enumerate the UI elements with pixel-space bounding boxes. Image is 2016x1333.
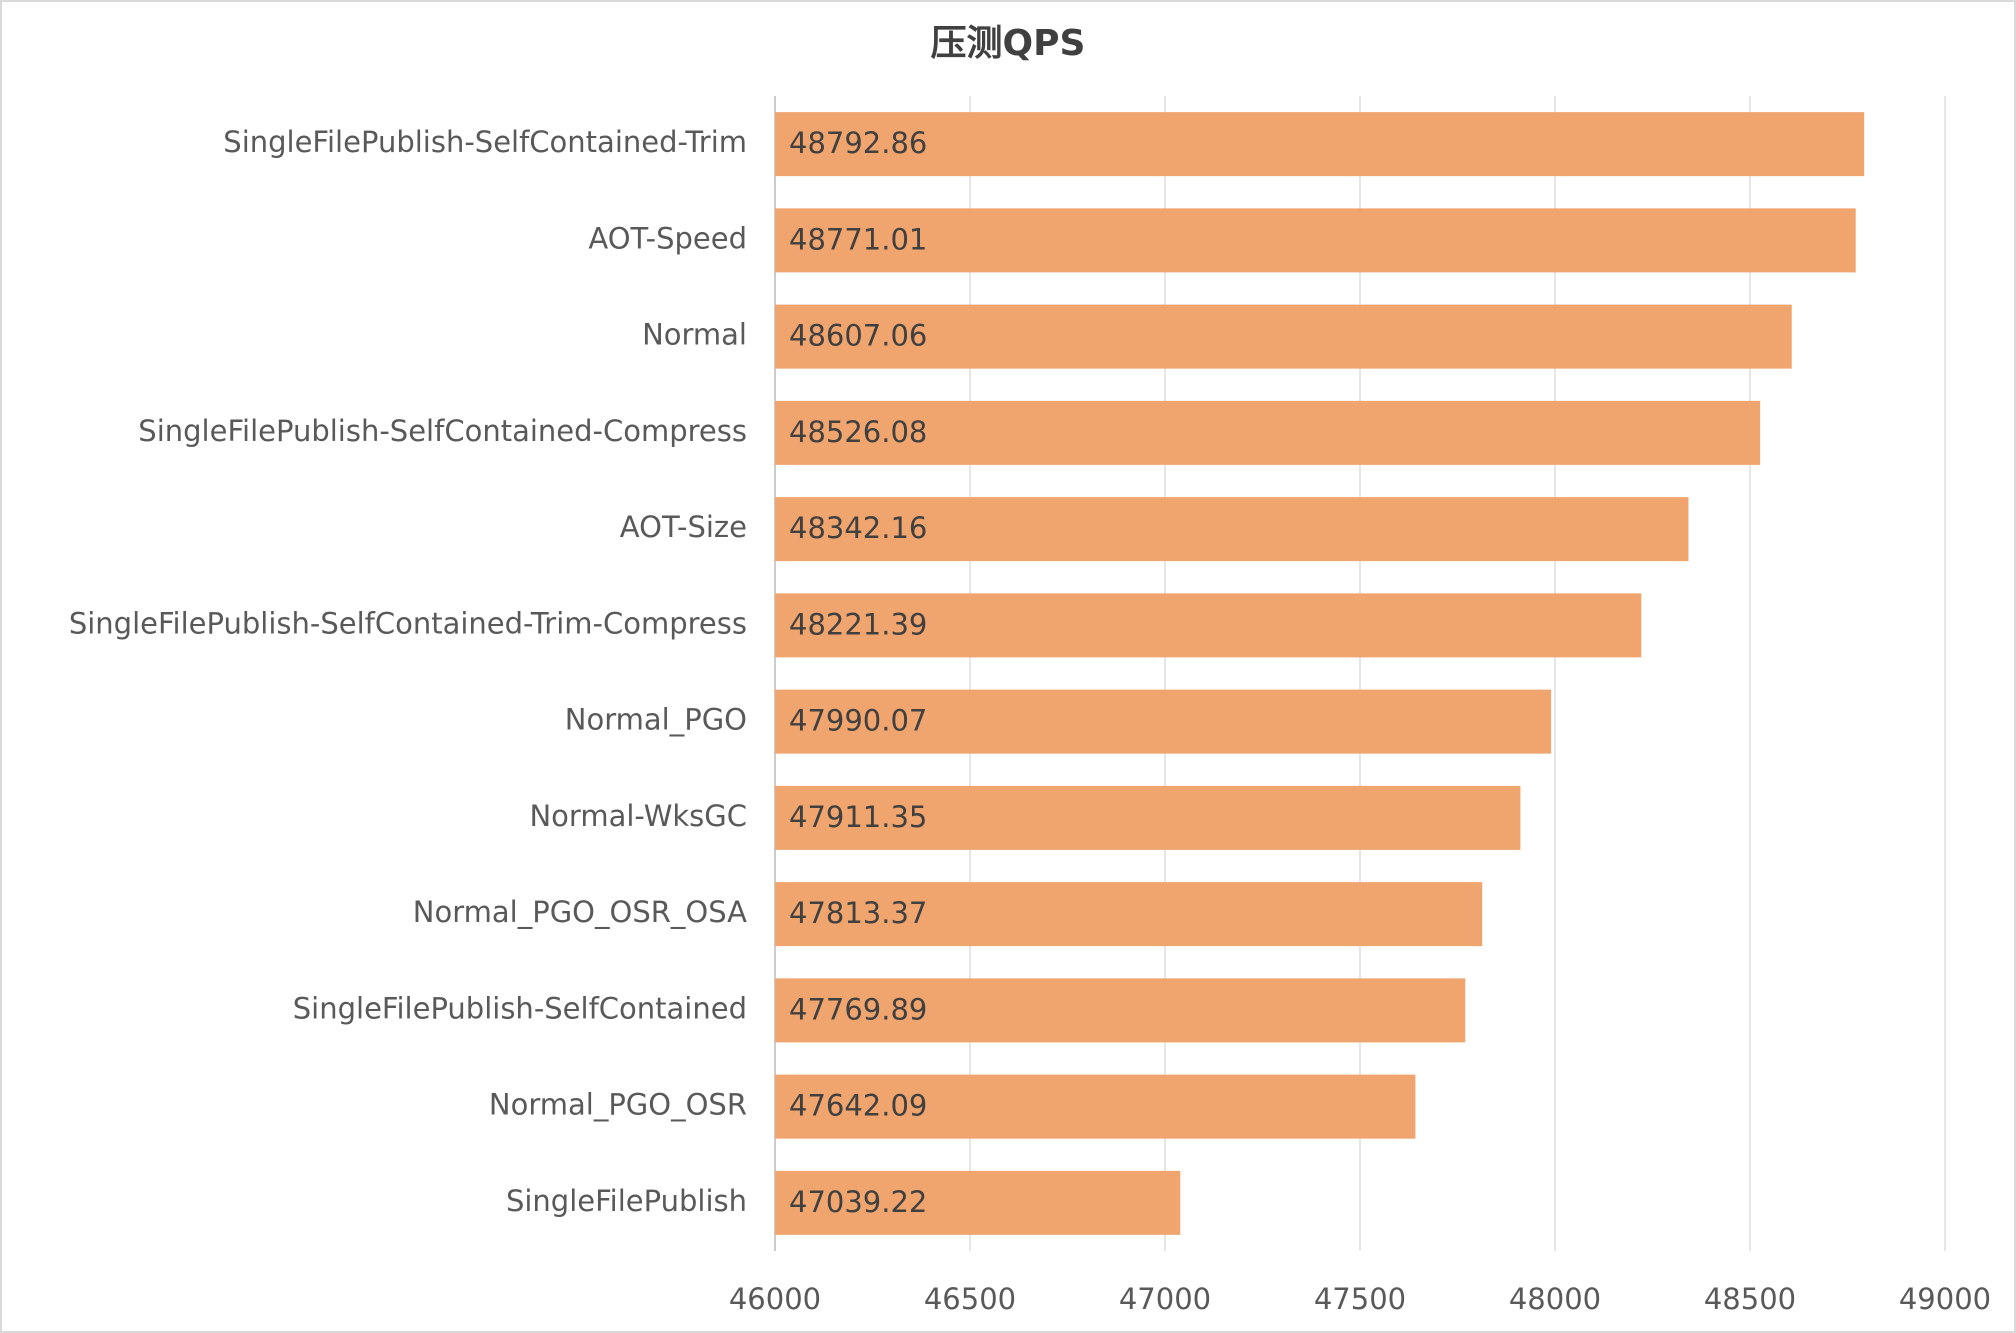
x-tick-label: 48000 (1509, 1282, 1601, 1316)
x-tick-label: 49000 (1899, 1282, 1991, 1316)
x-tick-label: 48500 (1704, 1282, 1796, 1316)
bar (775, 1170, 1181, 1235)
y-tick-label: AOT-Size (620, 510, 747, 544)
data-label: 48342.16 (789, 511, 927, 545)
x-tick-label: 47000 (1119, 1282, 1211, 1316)
y-tick-label: SingleFilePublish-SelfContained (293, 991, 747, 1025)
data-label: 47911.35 (789, 800, 927, 834)
bar (775, 785, 1521, 850)
y-tick-label: Normal_PGO_OSR_OSA (413, 895, 747, 929)
x-tick-label: 46000 (729, 1282, 821, 1316)
data-label: 48607.06 (789, 319, 927, 353)
data-label: 47813.37 (789, 896, 927, 930)
data-label: 47990.07 (789, 704, 927, 738)
data-label: 48792.86 (789, 126, 927, 160)
bar (775, 497, 1689, 562)
x-tick-label: 46500 (924, 1282, 1016, 1316)
y-tick-label: SingleFilePublish-SelfContained-Trim (223, 125, 747, 159)
data-label: 47039.22 (789, 1185, 927, 1219)
bar (775, 593, 1642, 658)
bar (775, 304, 1792, 369)
bar (775, 400, 1761, 465)
y-tick-label: SingleFilePublish (506, 1184, 747, 1218)
bar (775, 112, 1865, 177)
bar (775, 208, 1856, 273)
bar (775, 689, 1552, 754)
y-tick-label: SingleFilePublish-SelfContained-Trim-Com… (69, 606, 747, 640)
bar (775, 882, 1483, 947)
data-label: 48221.39 (789, 607, 927, 641)
y-tick-label: Normal_PGO (565, 703, 747, 737)
data-label: 47769.89 (789, 992, 927, 1026)
data-label: 47642.09 (789, 1089, 927, 1123)
y-tick-label: Normal_PGO_OSR (489, 1088, 747, 1122)
y-tick-label: Normal (642, 318, 747, 352)
bar (775, 1074, 1416, 1139)
bar (775, 978, 1466, 1043)
y-tick-label: SingleFilePublish-SelfContained-Compress (138, 414, 747, 448)
data-label: 48526.08 (789, 415, 927, 449)
y-tick-label: AOT-Speed (588, 221, 747, 255)
y-tick-label: Normal-WksGC (529, 799, 747, 833)
data-label: 48771.01 (789, 222, 927, 256)
chart-title: 压测QPS (931, 23, 1086, 64)
x-tick-label: 47500 (1314, 1282, 1406, 1316)
